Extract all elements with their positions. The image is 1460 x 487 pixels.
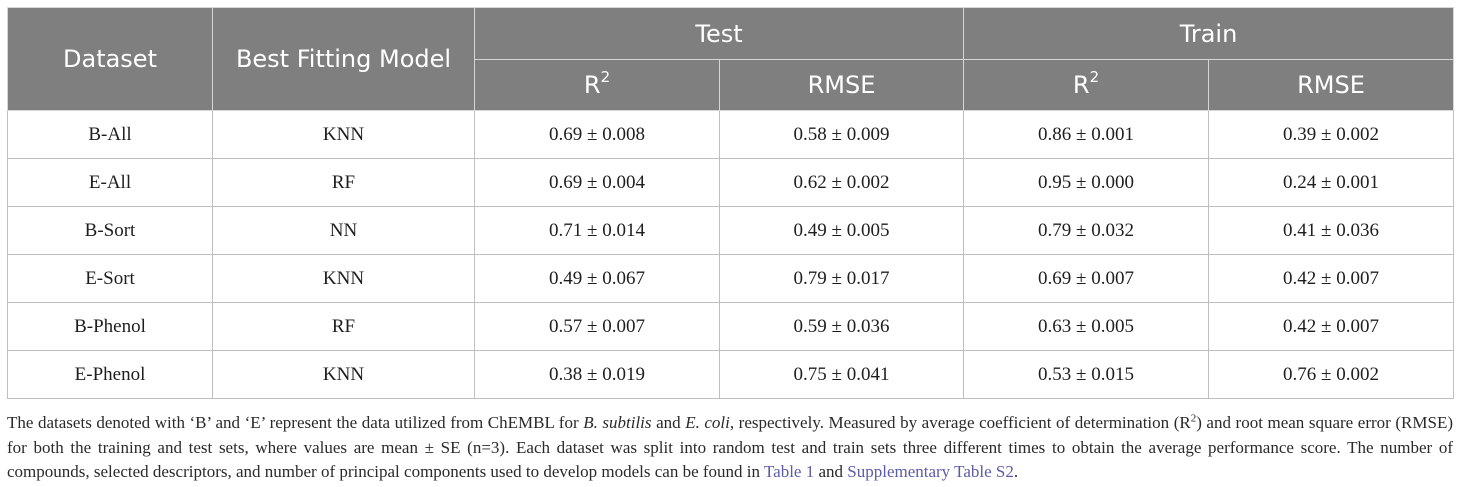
caption-species-b-subtilis: B. subtilis xyxy=(583,413,652,432)
cell-test-rmse: 0.62 ± 0.002 xyxy=(718,158,965,207)
table-row: B-All KNN 0.69 ± 0.008 0.58 ± 0.009 0.86… xyxy=(7,110,1455,159)
header-dataset: Dataset xyxy=(7,7,213,111)
results-table: Dataset Best Fitting Model Test Train R2… xyxy=(7,7,1455,399)
cell-test-r2: 0.57 ± 0.007 xyxy=(474,302,720,351)
cell-model: KNN xyxy=(212,110,475,159)
cell-dataset: B-Sort xyxy=(7,206,213,255)
header-test-group: Test xyxy=(473,7,965,60)
caption-text: and xyxy=(814,462,848,481)
table-caption: The datasets denoted with ‘B’ and ‘E’ re… xyxy=(7,411,1453,485)
cell-dataset: B-All xyxy=(7,110,213,159)
header-train-group: Train xyxy=(963,7,1455,60)
table-row: B-Phenol RF 0.57 ± 0.007 0.59 ± 0.036 0.… xyxy=(7,302,1455,351)
caption-text: and xyxy=(651,413,686,432)
r2-superscript: 2 xyxy=(600,68,611,86)
header-train-rmse: RMSE xyxy=(1208,59,1455,111)
cell-test-r2: 0.38 ± 0.019 xyxy=(474,350,720,399)
cell-train-r2: 0.63 ± 0.005 xyxy=(963,302,1210,351)
cell-test-r2: 0.69 ± 0.004 xyxy=(474,158,720,207)
cell-model: KNN xyxy=(212,350,475,399)
header-test-rmse: RMSE xyxy=(718,59,965,111)
table-row: E-Phenol KNN 0.38 ± 0.019 0.75 ± 0.041 0… xyxy=(7,350,1455,399)
cell-dataset: B-Phenol xyxy=(7,302,213,351)
r2-superscript: 2 xyxy=(1089,68,1100,86)
cell-dataset: E-Sort xyxy=(7,254,213,303)
cell-train-r2: 0.69 ± 0.007 xyxy=(963,254,1210,303)
cell-model: RF xyxy=(212,158,475,207)
r2-label: R xyxy=(583,71,601,99)
cell-dataset: E-Phenol xyxy=(7,350,213,399)
table-row: E-Sort KNN 0.49 ± 0.067 0.79 ± 0.017 0.6… xyxy=(7,254,1455,303)
cell-test-rmse: 0.59 ± 0.036 xyxy=(718,302,965,351)
table-header: Dataset Best Fitting Model Test Train R2… xyxy=(7,7,1455,111)
cell-test-rmse: 0.79 ± 0.017 xyxy=(718,254,965,303)
cell-model: RF xyxy=(212,302,475,351)
header-test-r2: R2 xyxy=(474,59,720,111)
r2-label: R xyxy=(1072,71,1090,99)
results-table-container: Dataset Best Fitting Model Test Train R2… xyxy=(7,7,1455,399)
cell-train-rmse: 0.42 ± 0.007 xyxy=(1208,254,1455,303)
caption-text: , respectively. Measured by average coef… xyxy=(729,413,1191,432)
cell-model: NN xyxy=(212,206,475,255)
caption-text: ) and root mean square error (RMSE) for … xyxy=(7,413,1453,481)
cell-model: KNN xyxy=(212,254,475,303)
header-best-fitting-model: Best Fitting Model xyxy=(212,7,475,111)
cell-test-r2: 0.69 ± 0.008 xyxy=(474,110,720,159)
cell-test-r2: 0.71 ± 0.014 xyxy=(474,206,720,255)
caption-text: The datasets denoted with ‘B’ and ‘E’ re… xyxy=(7,413,584,432)
cell-train-rmse: 0.76 ± 0.002 xyxy=(1208,350,1455,399)
cell-test-rmse: 0.49 ± 0.005 xyxy=(718,206,965,255)
table-row: B-Sort NN 0.71 ± 0.014 0.49 ± 0.005 0.79… xyxy=(7,206,1455,255)
cell-train-rmse: 0.42 ± 0.007 xyxy=(1208,302,1455,351)
cell-train-rmse: 0.41 ± 0.036 xyxy=(1208,206,1455,255)
cell-train-r2: 0.79 ± 0.032 xyxy=(963,206,1210,255)
caption-text: . xyxy=(1013,462,1019,481)
cell-dataset: E-All xyxy=(7,158,213,207)
cell-train-rmse: 0.24 ± 0.001 xyxy=(1208,158,1455,207)
cell-test-rmse: 0.58 ± 0.009 xyxy=(718,110,965,159)
caption-superscript: 2 xyxy=(1190,412,1197,425)
cell-train-r2: 0.86 ± 0.001 xyxy=(963,110,1210,159)
cell-train-r2: 0.53 ± 0.015 xyxy=(963,350,1210,399)
header-train-r2: R2 xyxy=(963,59,1210,111)
table-1-link[interactable]: Table 1 xyxy=(763,462,815,481)
cell-test-rmse: 0.75 ± 0.041 xyxy=(718,350,965,399)
cell-train-r2: 0.95 ± 0.000 xyxy=(963,158,1210,207)
table-body: B-All KNN 0.69 ± 0.008 0.58 ± 0.009 0.86… xyxy=(7,110,1455,399)
cell-test-r2: 0.49 ± 0.067 xyxy=(474,254,720,303)
supplementary-table-s2-link[interactable]: Supplementary Table S2 xyxy=(847,462,1014,481)
table-row: E-All RF 0.69 ± 0.004 0.62 ± 0.002 0.95 … xyxy=(7,158,1455,207)
cell-train-rmse: 0.39 ± 0.002 xyxy=(1208,110,1455,159)
caption-species-e-coli: E. coli xyxy=(685,413,730,432)
